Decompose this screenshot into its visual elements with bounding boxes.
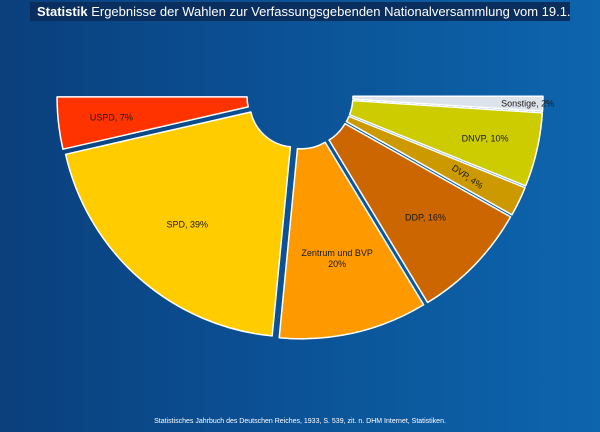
- slice-label-zentrum-und-bvp: Zentrum und BVP 20%: [301, 248, 373, 269]
- slice-sonstige: [352, 95, 544, 113]
- slice-spd: [64, 111, 292, 337]
- title-text: Ergebnisse der Wahlen zur Verfassungsgeb…: [91, 4, 570, 19]
- title-bold: Statistik: [37, 4, 88, 19]
- slice-label-dnvp: DNVP, 10%: [462, 133, 509, 143]
- slice-label-ddp: DDP, 16%: [405, 213, 446, 223]
- slice-dvp: [345, 115, 526, 216]
- slice-ddp: [328, 122, 512, 304]
- slice-label-sonstige: Sonstige, 2%: [501, 98, 554, 108]
- source-note: Statistisches Jahrbuch des Deutschen Rei…: [154, 418, 446, 425]
- slice-zentrum-und-bvp: [278, 141, 425, 340]
- slice-uspd: [56, 96, 249, 150]
- chart-title-bar: Statistik Ergebnisse der Wahlen zur Verf…: [30, 2, 570, 21]
- slice-label-uspd: USPD, 7%: [90, 112, 133, 122]
- slice-label-spd: SPD, 39%: [166, 219, 208, 229]
- pie-slices: [56, 95, 544, 340]
- slice-dnvp: [348, 99, 544, 187]
